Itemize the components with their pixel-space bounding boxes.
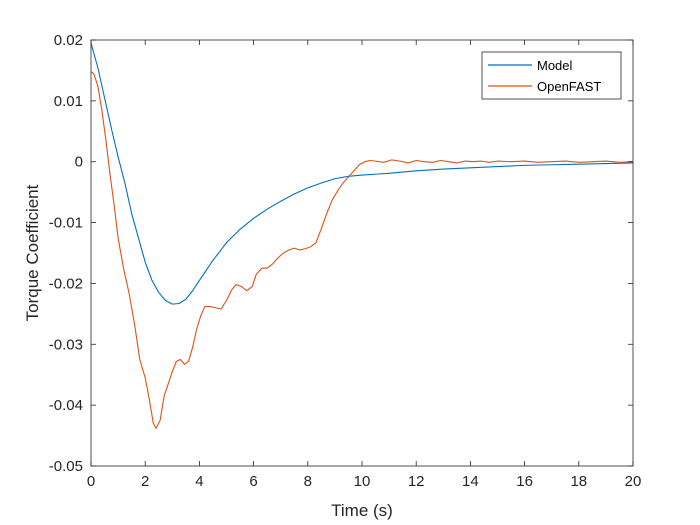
plot-background bbox=[91, 40, 633, 466]
legend-box bbox=[481, 51, 622, 100]
legend-label-openfast: OpenFAST bbox=[537, 79, 601, 94]
x-tick-label: 14 bbox=[462, 473, 479, 490]
x-tick-label: 2 bbox=[141, 473, 149, 490]
x-tick-label: 0 bbox=[87, 473, 95, 490]
axes: 0 2 4 6 8 10 12 14 16 18 20 -0.05 -0.04 -0.03 -0.02 -0.… bbox=[23, 32, 641, 520]
series-line-openfast bbox=[91, 71, 633, 429]
y-tick-label: -0.02 bbox=[49, 275, 83, 292]
y-tick-label: 0 bbox=[75, 154, 83, 171]
x-tick-label: 4 bbox=[195, 473, 203, 490]
series-lines bbox=[91, 42, 633, 429]
x-tick-label: 12 bbox=[408, 473, 425, 490]
legend-label-model: Model bbox=[537, 58, 573, 73]
y-tick-label: -0.04 bbox=[49, 397, 83, 414]
series-line-model bbox=[91, 42, 633, 305]
x-tick-label: 20 bbox=[625, 473, 642, 490]
x-tick-label: 8 bbox=[304, 473, 312, 490]
y-tick-label: -0.03 bbox=[49, 336, 83, 353]
y-tick-label: 0.01 bbox=[54, 93, 83, 110]
x-tick-label: 6 bbox=[249, 473, 257, 490]
y-tick-label: -0.05 bbox=[49, 458, 83, 475]
y-tick-label: -0.01 bbox=[49, 215, 83, 232]
y-tick-label: 0.02 bbox=[54, 32, 83, 49]
y-axis-label: Torque Coefficient bbox=[23, 184, 42, 321]
x-axis-label: Time (s) bbox=[331, 501, 393, 520]
x-tick-label: 18 bbox=[570, 473, 587, 490]
x-tick-label: 16 bbox=[516, 473, 533, 490]
legend: Model OpenFAST bbox=[481, 51, 622, 100]
x-tick-label: 10 bbox=[354, 473, 371, 490]
plot-area bbox=[91, 40, 633, 466]
